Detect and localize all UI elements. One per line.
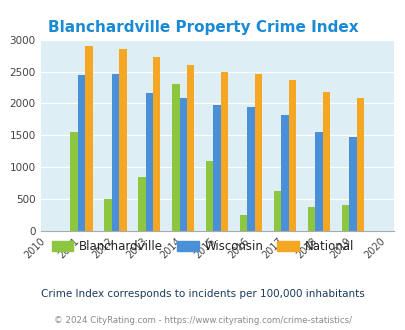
Text: Blanchardville Property Crime Index: Blanchardville Property Crime Index <box>47 20 358 35</box>
Bar <box>104 199 111 231</box>
Bar <box>138 177 145 231</box>
Bar <box>281 115 288 231</box>
Bar <box>70 132 77 231</box>
Bar <box>119 49 126 231</box>
Bar <box>172 84 179 231</box>
Bar <box>145 92 153 231</box>
Bar <box>153 57 160 231</box>
Bar <box>315 132 322 231</box>
Bar <box>247 107 254 231</box>
Bar <box>187 65 194 231</box>
Text: © 2024 CityRating.com - https://www.cityrating.com/crime-statistics/: © 2024 CityRating.com - https://www.city… <box>54 315 351 325</box>
Bar <box>77 75 85 231</box>
Bar <box>111 74 119 231</box>
Bar <box>179 98 187 231</box>
Bar <box>288 81 296 231</box>
Bar <box>273 191 281 231</box>
Bar <box>307 207 315 231</box>
Bar <box>322 92 330 231</box>
Bar <box>356 98 363 231</box>
Legend: Blanchardville, Wisconsin, National: Blanchardville, Wisconsin, National <box>47 236 358 258</box>
Bar <box>254 74 262 231</box>
Text: Crime Index corresponds to incidents per 100,000 inhabitants: Crime Index corresponds to incidents per… <box>41 289 364 299</box>
Bar <box>205 161 213 231</box>
Bar <box>213 105 220 231</box>
Bar <box>85 46 92 231</box>
Bar <box>220 72 228 231</box>
Bar <box>348 137 356 231</box>
Bar <box>341 206 348 231</box>
Bar <box>239 215 247 231</box>
